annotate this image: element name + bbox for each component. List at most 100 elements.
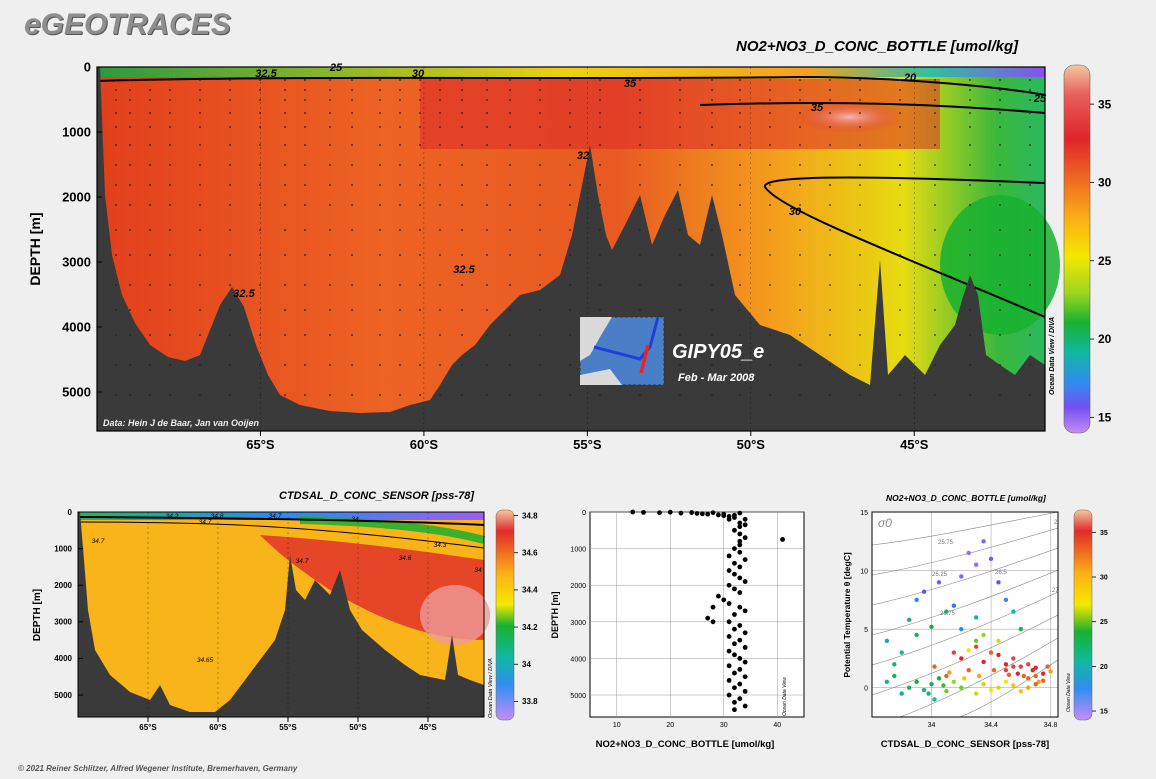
sample-dot: [129, 112, 131, 114]
sample-dot: [509, 284, 511, 286]
sample-dot: [599, 394, 601, 396]
sample-dot: [1029, 126, 1031, 128]
sample-dot: [934, 126, 936, 128]
sample-dot: [439, 164, 441, 166]
sample-dot: [351, 79, 353, 81]
sample-dot: [569, 204, 571, 206]
sample-dot: [379, 284, 381, 286]
sample-dot: [969, 394, 971, 396]
sample-dot: [149, 334, 151, 336]
sample-dot: [711, 99, 713, 101]
sample-dot: [351, 284, 353, 286]
sample-dot: [351, 144, 353, 146]
sample-dot: [486, 126, 488, 128]
y-tick-label: 5000: [54, 691, 72, 700]
sample-dot: [199, 334, 201, 336]
sample-dot: [351, 164, 353, 166]
salinity-y-axis-label: DEPTH [m]: [32, 589, 43, 641]
sample-dot: [461, 184, 463, 186]
ts-point: [1003, 597, 1009, 603]
sample-dot: [799, 229, 801, 231]
ts-diagram-chart: 25.75 26.25 26.5 26.75 27 2 σ0 15 10 5 0 34 34.4 3…: [842, 509, 1108, 750]
sample-dot: [379, 309, 381, 311]
sample-dot: [599, 79, 601, 81]
profile-point: [737, 520, 743, 526]
sample-dot: [509, 89, 511, 91]
sample-dot: [599, 164, 601, 166]
sample-dot: [419, 334, 421, 336]
sample-dot: [899, 164, 901, 166]
y-tick-label: 3000: [54, 618, 72, 627]
sample-dot: [799, 89, 801, 91]
colorbar-side-label: Ocean Data View / DIVA: [1049, 317, 1056, 395]
profile-point: [705, 511, 711, 517]
sample-dot: [284, 89, 286, 91]
sample-dot: [129, 204, 131, 206]
sample-dot: [115, 364, 117, 366]
sample-dot: [199, 164, 201, 166]
sample-dot: [769, 126, 771, 128]
ts-point: [914, 597, 919, 603]
sample-dot: [259, 184, 261, 186]
sample-dot: [829, 89, 831, 91]
sample-dot: [739, 126, 741, 128]
contour-label: 34.7: [92, 538, 105, 545]
isopycnal-labels: 25.75 26.25 26.5 26.75 27 2: [932, 520, 1059, 617]
ts-point: [1040, 671, 1046, 676]
sample-dot: [539, 79, 541, 81]
sample-dot: [679, 164, 681, 166]
profile-point: [732, 699, 737, 705]
sample-dot: [115, 79, 117, 81]
profile-point: [667, 509, 673, 515]
ts-point: [1045, 664, 1050, 669]
sample-dot: [304, 364, 306, 366]
sample-dot: [229, 334, 231, 336]
y-tick-label: 5: [864, 627, 868, 634]
sample-dot: [169, 99, 171, 101]
sample-dot: [486, 204, 488, 206]
ts-point: [947, 670, 952, 675]
sample-dot: [284, 364, 286, 366]
sample-dot: [969, 334, 971, 336]
sample-dot: [169, 126, 171, 128]
sample-dot: [169, 394, 171, 396]
ts-point: [899, 650, 904, 655]
sample-dot: [115, 334, 117, 336]
sample-dot: [1029, 254, 1031, 256]
sample-dot: [229, 126, 231, 128]
sample-dot: [199, 364, 201, 366]
ts-point: [1011, 609, 1016, 614]
sample-dot: [679, 334, 681, 336]
y-tick-label: 10: [860, 569, 868, 576]
sample-dot: [711, 204, 713, 206]
sample-dot: [379, 184, 381, 186]
profile-point: [742, 703, 748, 709]
x-tick-label: 50°S: [737, 437, 766, 452]
sample-dot: [1029, 89, 1031, 91]
sample-dot: [149, 184, 151, 186]
sample-dot: [439, 334, 441, 336]
y-tick-label: 1000: [54, 544, 72, 553]
x-tick-label: 45°S: [419, 723, 437, 732]
sample-dot: [679, 284, 681, 286]
profile-point: [732, 546, 737, 552]
ts-point: [1003, 662, 1009, 667]
contour-label: 30: [412, 68, 425, 80]
sample-dot: [351, 99, 353, 101]
profile-point: [710, 604, 716, 610]
sample-dot: [859, 79, 861, 81]
sample-dot: [599, 99, 601, 101]
sample-dot: [799, 184, 801, 186]
ts-point: [929, 682, 934, 687]
sample-dot: [569, 334, 571, 336]
contour-line: [77, 516, 485, 526]
sample-dot: [115, 229, 117, 231]
sample-dot: [799, 284, 801, 286]
sample-dot: [284, 309, 286, 311]
ts-point: [996, 580, 1001, 585]
profile-point: [732, 626, 737, 632]
sample-dot: [599, 309, 601, 311]
ts-point: [944, 689, 949, 694]
sample-dot: [899, 394, 901, 396]
sample-dot: [679, 99, 681, 101]
